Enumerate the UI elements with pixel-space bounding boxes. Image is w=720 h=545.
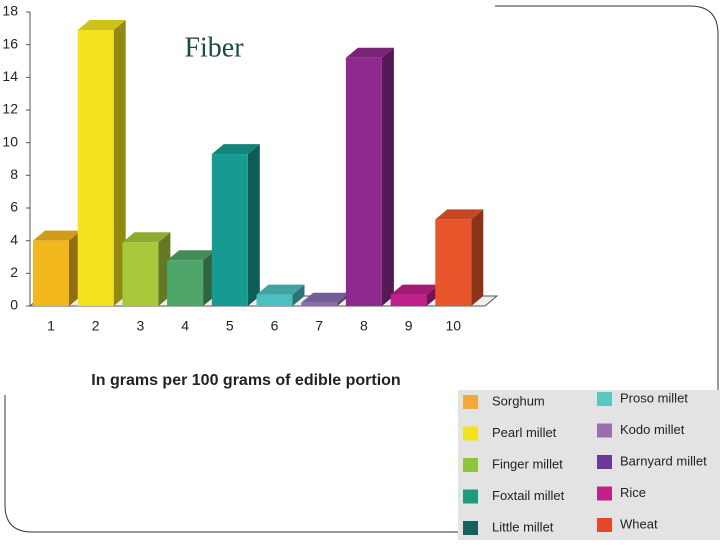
legend-swatch: [597, 392, 612, 406]
frame: [495, 5, 719, 390]
y-tick-label: 14: [2, 68, 18, 84]
x-tick-label: 8: [360, 318, 368, 334]
bar-top: [435, 209, 484, 220]
bar-top: [33, 230, 81, 241]
legend-swatch: [463, 426, 478, 441]
x-tick-label: 6: [271, 318, 279, 334]
legend-swatch: [463, 489, 478, 504]
x-tick-label: 9: [405, 318, 413, 334]
bar-top: [77, 19, 126, 30]
legend-swatch: [463, 458, 478, 472]
chart-title: Fiber: [184, 32, 244, 63]
legend-label: Foxtail millet: [492, 488, 565, 503]
x-tick-label: 3: [137, 318, 145, 334]
y-tick-label: 2: [10, 264, 18, 280]
bar-side: [247, 144, 260, 306]
legend-swatch: [597, 518, 612, 532]
y-tick-label: 12: [2, 101, 18, 117]
bar-side: [381, 47, 394, 306]
bar: [33, 240, 69, 306]
bar-top: [390, 284, 439, 295]
legend-box: [458, 390, 720, 540]
bar: [390, 294, 427, 306]
bar-side: [471, 209, 484, 306]
y-tick-label: 6: [10, 199, 18, 215]
x-tick-label: 1: [47, 318, 55, 334]
bar: [345, 57, 382, 306]
bar-top: [345, 47, 394, 58]
y-tick-label: 16: [2, 35, 18, 51]
y-tick-label: 10: [2, 133, 18, 149]
bar: [77, 29, 114, 306]
y-tick-label: 0: [10, 297, 18, 313]
legend-label: Sorghum: [492, 393, 545, 408]
bar-top: [301, 292, 350, 303]
bar: [435, 219, 472, 306]
legend-label: Pearl millet: [492, 425, 557, 440]
x-tick-label: 10: [446, 318, 462, 334]
y-tick-label: 4: [10, 231, 18, 247]
bar-side: [113, 19, 126, 306]
x-tick-label: 2: [92, 318, 100, 334]
legend-swatch: [463, 521, 478, 535]
bar-side: [292, 284, 305, 306]
legend-label: Wheat: [620, 516, 658, 531]
legend-label: Proso millet: [620, 390, 688, 405]
bar-top: [211, 144, 260, 155]
legend-label: Little millet: [492, 519, 554, 534]
x-tick-label: 5: [226, 318, 234, 334]
legend-swatch: [597, 455, 612, 469]
legend-label: Kodo millet: [620, 422, 685, 437]
legend-label: Finger millet: [492, 456, 563, 471]
x-tick-label: 4: [181, 318, 189, 334]
bar: [301, 302, 338, 306]
frame: [4, 395, 458, 533]
legend-label: Barnyard millet: [620, 453, 707, 468]
y-tick-label: 8: [10, 166, 18, 182]
bar: [211, 154, 248, 306]
bar: [256, 294, 293, 306]
bar-top: [122, 232, 171, 243]
bar: [167, 260, 204, 306]
x-axis-label: In grams per 100 grams of edible portion: [91, 372, 400, 389]
bar-top: [167, 250, 216, 261]
legend-label: Rice: [620, 485, 646, 500]
legend-swatch: [597, 423, 612, 438]
bar-top: [256, 284, 305, 295]
bar: [122, 242, 159, 306]
y-tick-label: 18: [2, 3, 18, 19]
legend-swatch: [463, 395, 478, 409]
x-tick-label: 7: [315, 318, 323, 334]
legend-swatch: [597, 486, 612, 501]
